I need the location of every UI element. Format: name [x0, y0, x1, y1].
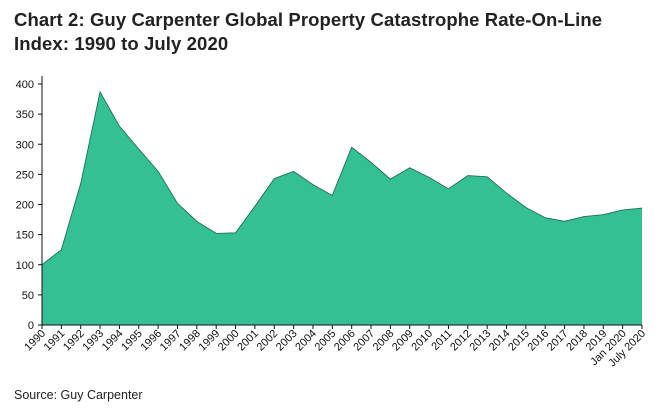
x-tick-label: 2011 [429, 328, 454, 353]
series-line [41, 90, 643, 266]
x-tick-label: 1993 [80, 328, 106, 354]
x-tick-label: 2010 [409, 328, 435, 354]
y-tick-label: 200 [16, 200, 34, 212]
x-tick-label: 2004 [293, 328, 319, 354]
x-tick-label: 2008 [371, 328, 397, 354]
x-tick-label: 1994 [100, 328, 126, 354]
y-tick-label: 0 [28, 320, 34, 332]
plot-area [41, 90, 643, 325]
chart-title: Chart 2: Guy Carpenter Global Property C… [14, 9, 603, 54]
x-tick-label: 1998 [177, 328, 203, 354]
x-tick-label: 2007 [351, 328, 377, 354]
y-tick-label: 350 [16, 109, 34, 121]
source-note: Source: Guy Carpenter [14, 388, 143, 402]
x-tick-label: 2017 [545, 328, 571, 354]
x-tick-label: 1996 [138, 328, 164, 354]
x-tick-label: 1991 [42, 328, 68, 354]
y-tick-label: 50 [22, 290, 34, 302]
x-tick-label: 2014 [487, 328, 513, 354]
x-tick-label: 2002 [255, 328, 281, 354]
x-tick-label: 2001 [235, 328, 261, 354]
y-tick-label: 150 [16, 230, 34, 242]
x-tick-label: 2003 [274, 328, 300, 354]
x-axis: 1990199119921993199419951996199719981999… [22, 324, 648, 369]
series-area [42, 91, 642, 325]
x-tick-label: 2013 [467, 328, 493, 354]
x-tick-label: 2016 [526, 328, 552, 354]
y-tick-label: 250 [16, 169, 34, 181]
x-tick-label: 2006 [332, 328, 358, 354]
x-tick-label: 2000 [216, 328, 242, 354]
x-tick-label: 1995 [119, 328, 145, 354]
x-tick-label: 2012 [448, 328, 474, 354]
x-tick-label: 2015 [506, 328, 532, 354]
x-tick-label: 1992 [61, 328, 87, 354]
x-tick-label: 1999 [197, 328, 223, 354]
y-axis: 0 50 100 150 200 250 300 350 400 [16, 76, 43, 332]
x-tick-label: 2018 [564, 328, 590, 354]
x-tick-label: 2009 [390, 328, 416, 354]
y-tick-label: 400 [16, 79, 34, 91]
y-tick-label: 100 [16, 260, 34, 272]
x-tick-label: 1990 [22, 328, 48, 354]
y-tick-label: 300 [16, 139, 34, 151]
x-tick-label: 1997 [158, 328, 184, 354]
x-tick-label: 2005 [313, 328, 339, 354]
